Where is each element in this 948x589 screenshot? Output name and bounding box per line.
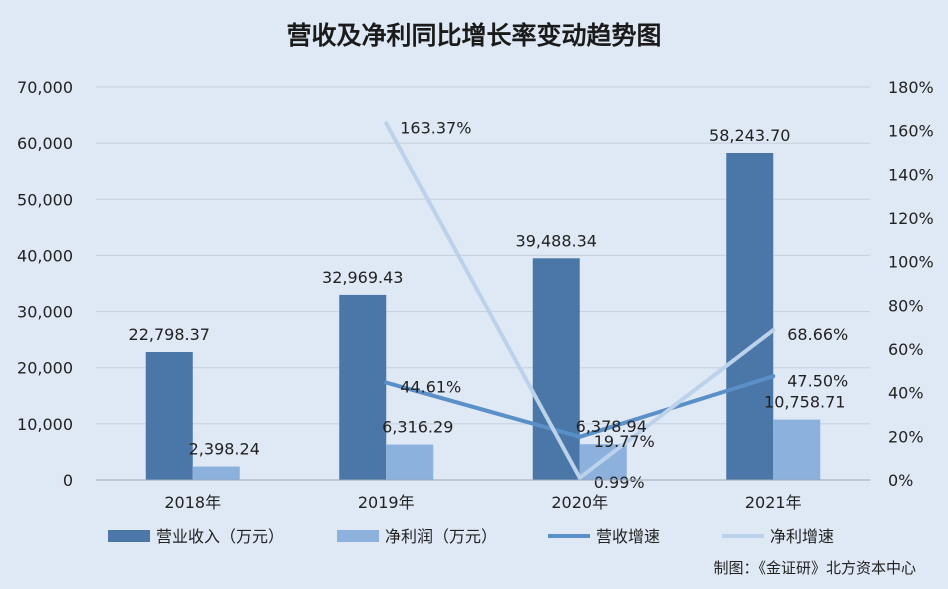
y-right-tick-label: 100% bbox=[888, 253, 934, 272]
line-point bbox=[577, 475, 582, 480]
line-point bbox=[771, 328, 776, 333]
line-point bbox=[384, 121, 389, 126]
bar-net-profit bbox=[773, 419, 821, 480]
y-right-tick-label: 120% bbox=[888, 209, 934, 228]
y-left-tick-label: 30,000 bbox=[17, 303, 73, 322]
legend-swatch bbox=[337, 530, 379, 542]
bar-net-profit bbox=[192, 466, 240, 480]
y-right-tick-label: 60% bbox=[888, 340, 924, 359]
y-right-tick-label: 140% bbox=[888, 165, 934, 184]
line-data-label: 68.66% bbox=[787, 325, 848, 344]
bar-net-profit bbox=[386, 444, 434, 480]
axes: 70,000 60,000 50,000 40,000 30,000 20,000 10,0… bbox=[17, 78, 934, 512]
bar-data-label: 22,798.37 bbox=[129, 325, 210, 344]
line-data-label: 47.50% bbox=[787, 371, 848, 390]
legend-label: 净利增速 bbox=[770, 527, 834, 546]
lines bbox=[384, 121, 776, 480]
bar-data-label: 58,243.70 bbox=[709, 126, 790, 145]
bar-data-label: 6,316.29 bbox=[382, 418, 453, 437]
x-tick-label: 2020年 bbox=[551, 493, 608, 512]
y-left-tick-label: 70,000 bbox=[17, 78, 73, 97]
bar-revenue bbox=[145, 352, 193, 480]
line-data-label: 44.61% bbox=[400, 378, 461, 397]
line-data-label: 0.99% bbox=[594, 473, 645, 492]
grid-lines bbox=[96, 86, 870, 481]
y-right-tick-label: 40% bbox=[888, 384, 924, 403]
y-right-tick-label: 180% bbox=[888, 78, 934, 97]
bar-revenue bbox=[339, 294, 387, 480]
bar-data-label: 2,398.24 bbox=[189, 440, 260, 459]
bar-data-label: 32,969.43 bbox=[322, 268, 403, 287]
legend: 营业收入（万元） 净利润（万元） 营收增速 净利增速 bbox=[108, 527, 834, 546]
y-left-tick-label: 10,000 bbox=[17, 415, 73, 434]
chart-title: 营收及净利同比增长率变动趋势图 bbox=[286, 21, 662, 50]
x-tick-label: 2018年 bbox=[164, 493, 221, 512]
bar-data-label: 6,378.94 bbox=[576, 417, 647, 436]
legend-label: 净利润（万元） bbox=[385, 527, 497, 546]
y-left-tick-label: 40,000 bbox=[17, 246, 73, 265]
y-right-tick-label: 160% bbox=[888, 122, 934, 141]
bar-data-label: 10,758.71 bbox=[764, 393, 845, 412]
source-note: 制图：《金证研》北方资本中心 bbox=[713, 559, 916, 577]
line-data-label: 163.37% bbox=[400, 118, 471, 137]
line-point bbox=[771, 374, 776, 379]
legend-label: 营业收入（万元） bbox=[156, 527, 284, 546]
data-labels: 22,798.37 32,969.43 39,488.34 58,243.70 2,39… bbox=[129, 118, 849, 492]
y-left-tick-label: 20,000 bbox=[17, 359, 73, 378]
x-tick-label: 2021年 bbox=[745, 493, 802, 512]
y-right-tick-label: 0% bbox=[888, 471, 913, 490]
y-left-tick-label: 60,000 bbox=[17, 134, 73, 153]
legend-swatch bbox=[108, 530, 150, 542]
bar-revenue bbox=[532, 258, 580, 480]
x-tick-label: 2019年 bbox=[358, 493, 415, 512]
y-left-tick-label: 0 bbox=[63, 471, 73, 490]
legend-label: 营收增速 bbox=[596, 527, 660, 546]
bar-revenue bbox=[726, 153, 774, 480]
y-right-tick-label: 20% bbox=[888, 427, 924, 446]
line-point bbox=[384, 380, 389, 385]
line-data-label: 19.77% bbox=[594, 432, 655, 451]
y-right-tick-label: 80% bbox=[888, 296, 924, 315]
bars bbox=[145, 153, 821, 480]
bar-data-label: 39,488.34 bbox=[516, 231, 597, 250]
y-left-tick-label: 50,000 bbox=[17, 190, 73, 209]
line-point bbox=[577, 434, 582, 439]
